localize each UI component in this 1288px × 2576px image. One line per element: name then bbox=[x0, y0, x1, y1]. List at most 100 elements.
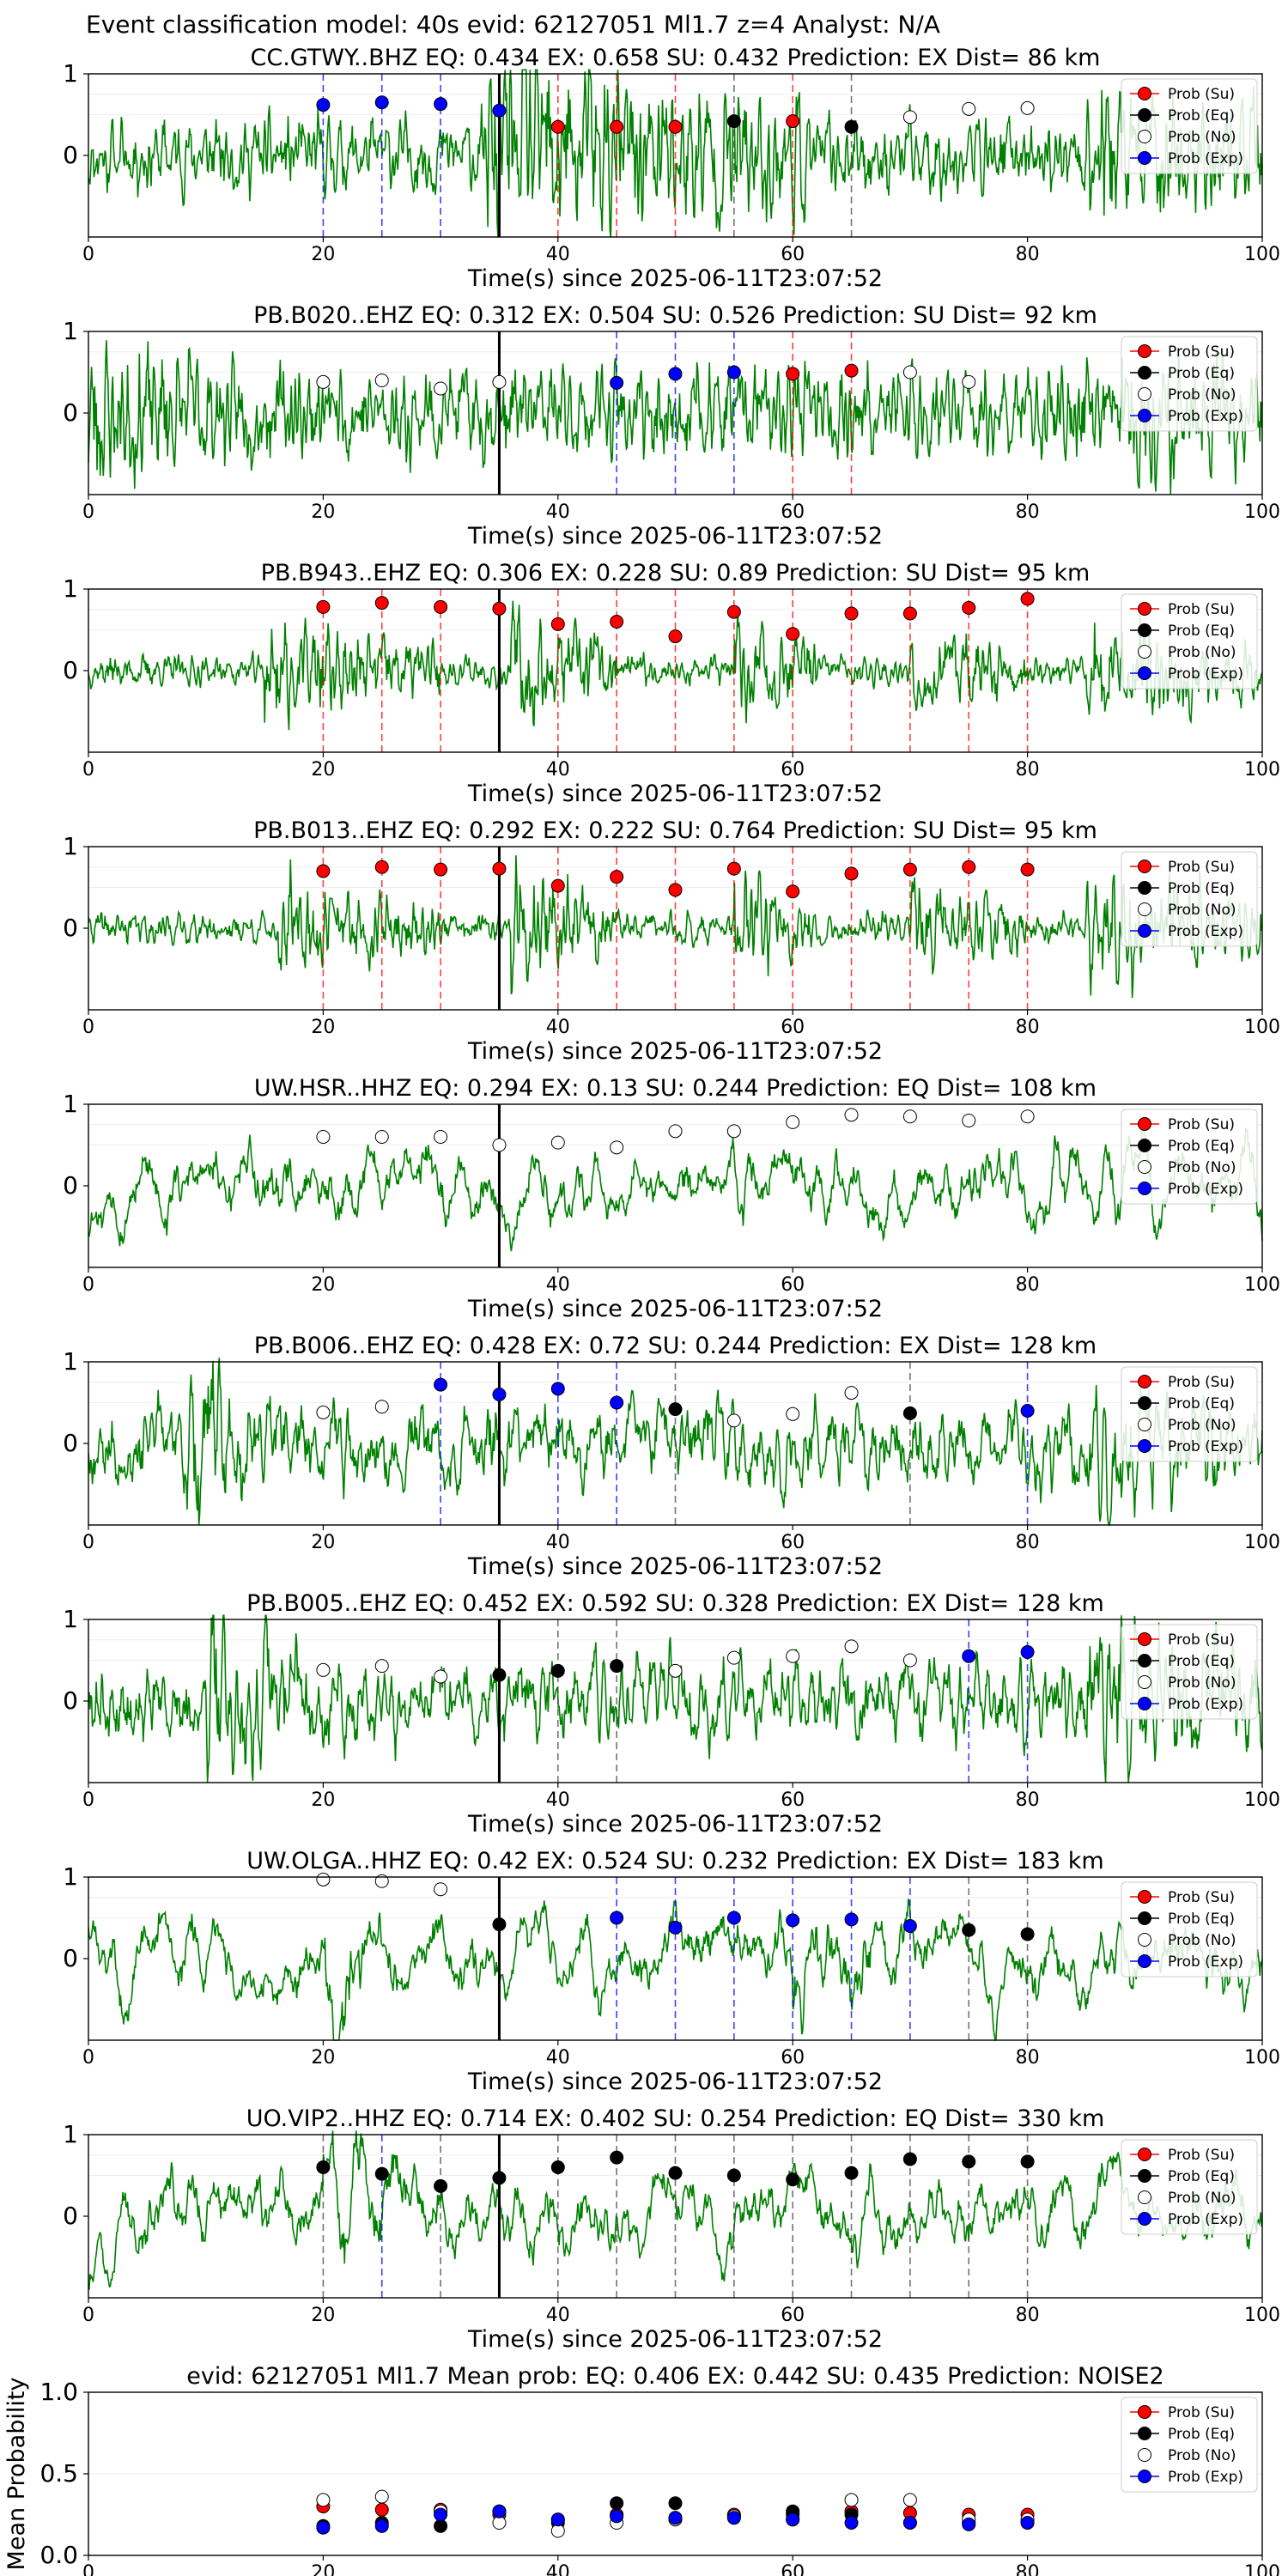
prob-point-su bbox=[610, 119, 624, 134]
prob-point-exp bbox=[316, 98, 331, 112]
prob-point-eq bbox=[550, 2160, 565, 2174]
legend-marker-eq bbox=[1138, 1139, 1151, 1152]
panel-title: CC.GTWY..BHZ EQ: 0.434 EX: 0.658 SU: 0.4… bbox=[251, 45, 1101, 71]
prob-point-su bbox=[1020, 592, 1035, 606]
legend-label: Prob (Exp) bbox=[1168, 1181, 1243, 1198]
y-tick-label: 0.5 bbox=[39, 2459, 78, 2488]
prob-point-no bbox=[374, 1874, 389, 1888]
prob-point-no bbox=[844, 2493, 859, 2507]
legend: Prob (Su) Prob (Eq) Prob (No) Prob (Exp) bbox=[1121, 336, 1258, 432]
x-tick-label: 40 bbox=[546, 1274, 570, 1296]
prob-point-no bbox=[434, 1130, 448, 1144]
prob-point-su bbox=[610, 870, 624, 884]
prob-point-no bbox=[374, 2489, 389, 2504]
x-tick-label: 100 bbox=[1244, 759, 1280, 781]
y-tick-label: 0 bbox=[63, 1429, 78, 1457]
panel-4: PB.B013..EHZ EQ: 0.292 EX: 0.222 SU: 0.7… bbox=[63, 817, 1280, 1065]
legend-label: Prob (No) bbox=[1168, 2447, 1236, 2464]
legend-label: Prob (Exp) bbox=[1168, 1696, 1243, 1713]
legend-frame bbox=[1121, 2397, 1258, 2493]
prob-point-exp bbox=[844, 2516, 859, 2530]
prob-point-su bbox=[1020, 862, 1035, 877]
prob-point-no bbox=[374, 1400, 389, 1414]
prob-point-eq bbox=[610, 2150, 624, 2165]
prob-point-no bbox=[550, 1135, 565, 1150]
x-axis-label: Time(s) since 2025-06-11T23:07:52 bbox=[467, 1811, 883, 1838]
prob-point-no bbox=[492, 1138, 507, 1152]
prob-point-no bbox=[844, 1639, 859, 1654]
x-axis-label: Time(s) since 2025-06-11T23:07:52 bbox=[467, 2326, 883, 2353]
y-tick-label: 1 bbox=[63, 832, 78, 860]
legend-label: Prob (Eq) bbox=[1168, 1911, 1235, 1928]
panel-9: UO.VIP2..HHZ EQ: 0.714 EX: 0.402 SU: 0.2… bbox=[63, 2105, 1280, 2353]
legend-label: Prob (Su) bbox=[1168, 343, 1235, 361]
x-tick-label: 80 bbox=[1016, 1789, 1040, 1811]
panel-title: PB.B006..EHZ EQ: 0.428 EX: 0.72 SU: 0.24… bbox=[254, 1333, 1097, 1359]
waveform-trace bbox=[88, 600, 1263, 731]
x-tick-label: 100 bbox=[1244, 2047, 1280, 2069]
x-tick-label: 0 bbox=[82, 244, 94, 265]
y-tick-label: 1 bbox=[63, 1605, 78, 1633]
legend-label: Prob (Eq) bbox=[1168, 2168, 1235, 2185]
prob-point-su bbox=[786, 114, 800, 129]
y-tick-label: 1 bbox=[63, 1347, 78, 1376]
prob-point-no bbox=[668, 1124, 683, 1139]
legend-label: Prob (Exp) bbox=[1168, 923, 1243, 940]
prob-point-eq bbox=[492, 1917, 507, 1932]
prob-point-exp bbox=[962, 2517, 976, 2531]
x-tick-label: 40 bbox=[546, 1789, 570, 1811]
waveform-trace bbox=[88, 1614, 1263, 1783]
prob-point-no bbox=[902, 2493, 917, 2507]
prob-point-su bbox=[374, 860, 389, 874]
legend-label: Prob (Su) bbox=[1168, 2147, 1235, 2164]
legend-marker-no bbox=[1138, 387, 1151, 401]
legend-frame bbox=[1121, 1109, 1258, 1205]
prob-point-exp bbox=[610, 2509, 624, 2524]
prob-point-su bbox=[786, 884, 800, 899]
prob-point-no bbox=[374, 374, 389, 387]
prob-point-exp bbox=[374, 95, 389, 110]
legend-label: Prob (Su) bbox=[1168, 601, 1235, 618]
prob-point-no bbox=[610, 1140, 624, 1155]
legend-marker-su bbox=[1138, 87, 1151, 100]
x-tick-label: 60 bbox=[781, 2305, 805, 2326]
prob-point-exp bbox=[902, 2516, 917, 2530]
prob-point-eq bbox=[434, 2178, 448, 2193]
x-tick-label: 80 bbox=[1016, 1532, 1040, 1553]
x-tick-label: 40 bbox=[546, 1017, 570, 1038]
prob-point-exp bbox=[492, 103, 507, 118]
legend-label: Prob (Su) bbox=[1168, 86, 1235, 103]
panel-2: PB.B020..EHZ EQ: 0.312 EX: 0.504 SU: 0.5… bbox=[63, 302, 1280, 550]
prob-point-su bbox=[962, 860, 976, 874]
prob-point-eq bbox=[726, 2168, 741, 2183]
legend-marker-su bbox=[1138, 602, 1151, 616]
legend-marker-no bbox=[1138, 645, 1151, 659]
panel-10: evid: 62127051 Ml1.7 Mean prob: EQ: 0.40… bbox=[3, 2363, 1280, 2576]
legend-marker-no bbox=[1138, 2448, 1151, 2462]
x-axis-label: Time(s) since 2025-06-11T23:07:52 bbox=[467, 781, 883, 807]
legend-label: Prob (Exp) bbox=[1168, 408, 1243, 425]
prob-point-su bbox=[316, 864, 331, 878]
legend-label: Prob (Su) bbox=[1168, 1889, 1235, 1906]
prob-point-exp bbox=[726, 2511, 741, 2525]
prob-point-eq bbox=[668, 2166, 683, 2180]
prob-point-su bbox=[786, 367, 800, 381]
prob-point-exp bbox=[492, 1388, 507, 1401]
prob-point-no bbox=[1020, 1109, 1035, 1124]
prob-point-no bbox=[492, 374, 507, 389]
prob-point-no bbox=[786, 1649, 800, 1663]
legend-marker-exp bbox=[1138, 666, 1151, 680]
x-tick-label: 60 bbox=[781, 244, 805, 265]
legend-marker-exp bbox=[1138, 409, 1151, 422]
prob-point-su bbox=[902, 862, 917, 877]
prob-point-eq bbox=[726, 114, 741, 129]
prob-point-no bbox=[726, 1413, 741, 1428]
legend: Prob (Su) Prob (Eq) Prob (No) Prob (Exp) bbox=[1121, 1366, 1258, 1462]
x-tick-label: 80 bbox=[1016, 244, 1040, 265]
x-tick-label: 0 bbox=[82, 1274, 94, 1296]
x-tick-label: 20 bbox=[311, 1789, 335, 1811]
prob-point-no bbox=[316, 374, 331, 389]
legend: Prob (Su) Prob (Eq) Prob (No) Prob (Exp) bbox=[1121, 2139, 1258, 2235]
legend-label: Prob (Eq) bbox=[1168, 1653, 1235, 1670]
x-tick-label: 40 bbox=[546, 759, 570, 781]
